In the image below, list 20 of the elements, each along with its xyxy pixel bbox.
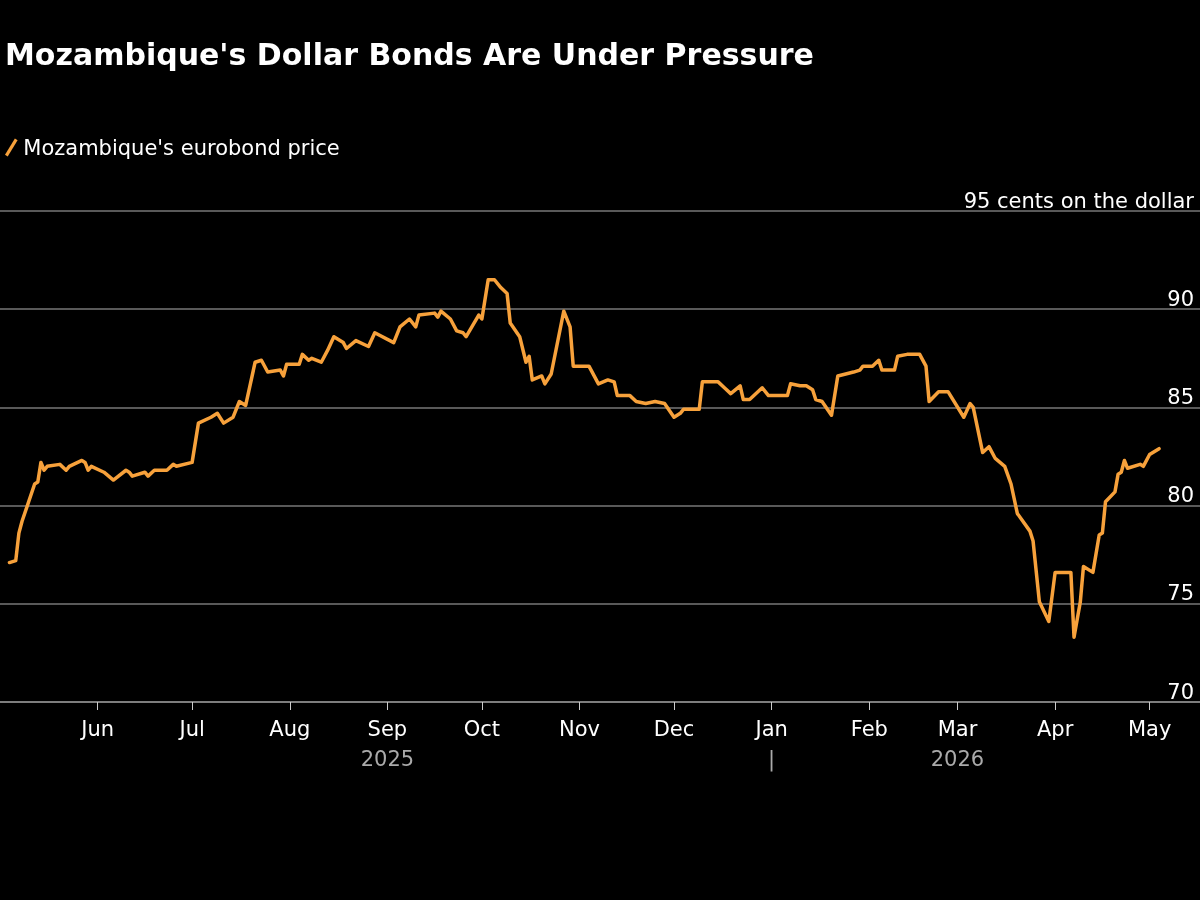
x-tick-label: Oct (463, 717, 501, 741)
x-tick-label: Aug (269, 717, 311, 741)
x-tick-label: Jun (79, 717, 115, 741)
y-tick-label: 80 (1167, 483, 1194, 508)
y-tick-label: 90 (1167, 286, 1194, 311)
x-tick-label: Sep 2025 (360, 717, 415, 771)
y-tick-label: 70 (1167, 679, 1194, 704)
x-tick-label: Feb (850, 717, 888, 741)
y-tick-label: 85 (1167, 384, 1194, 409)
x-tick-label: Jul (177, 717, 205, 741)
x-tick-label: May (1127, 717, 1172, 741)
legend-label: Mozambique's eurobond price (23, 135, 340, 160)
chart-title: Mozambique's Dollar Bonds Are Under Pressure (5, 36, 814, 72)
x-tick-label: Apr (1036, 717, 1074, 741)
x-tick-label: Mar 2026 (930, 717, 985, 771)
x-tick-label: Jan | (753, 717, 788, 772)
y-tick-label: 95 cents on the dollar (963, 188, 1195, 213)
x-tick-label: Nov (559, 717, 601, 741)
y-tick-label: 75 (1167, 581, 1194, 606)
x-tick-label: Dec (653, 717, 695, 741)
